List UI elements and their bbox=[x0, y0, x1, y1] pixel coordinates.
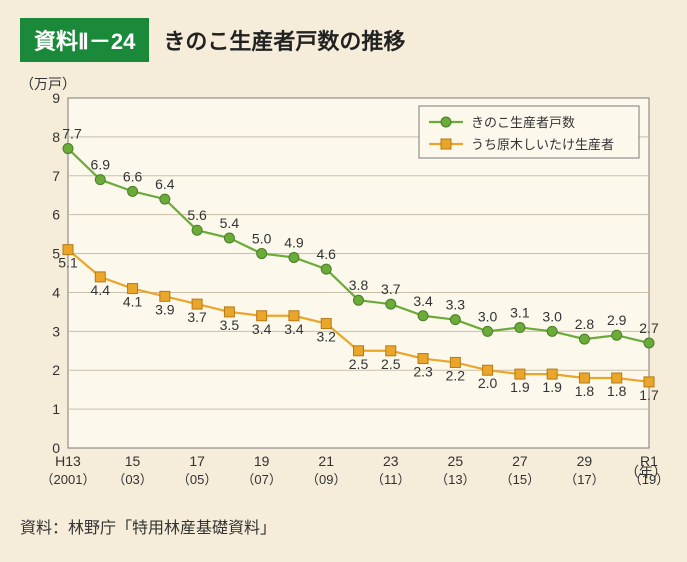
svg-text:3.2: 3.2 bbox=[316, 329, 336, 345]
svg-text:2.5: 2.5 bbox=[381, 356, 401, 372]
svg-text:3.0: 3.0 bbox=[478, 308, 498, 324]
svg-text:3.1: 3.1 bbox=[510, 304, 530, 320]
svg-text:（11）: （11） bbox=[371, 472, 411, 487]
svg-text:6.9: 6.9 bbox=[91, 157, 111, 173]
x-axis-unit: （年） bbox=[625, 462, 667, 482]
svg-text:6.4: 6.4 bbox=[155, 176, 175, 192]
svg-text:23: 23 bbox=[383, 453, 399, 469]
svg-text:1.8: 1.8 bbox=[575, 383, 595, 399]
line-chart: 0123456789H13（2001）15（03）17（05）19（07）21（… bbox=[20, 74, 667, 504]
svg-text:3.7: 3.7 bbox=[187, 309, 207, 325]
svg-text:4.1: 4.1 bbox=[123, 294, 143, 310]
svg-text:（03）: （03） bbox=[112, 472, 152, 487]
svg-text:（15）: （15） bbox=[500, 472, 540, 487]
svg-text:2.8: 2.8 bbox=[575, 316, 595, 332]
svg-text:2: 2 bbox=[52, 362, 60, 378]
svg-text:1.7: 1.7 bbox=[639, 387, 659, 403]
svg-text:25: 25 bbox=[448, 453, 464, 469]
svg-text:6.6: 6.6 bbox=[123, 168, 143, 184]
svg-text:4.4: 4.4 bbox=[91, 282, 111, 298]
svg-text:5.4: 5.4 bbox=[220, 215, 240, 231]
svg-text:2.2: 2.2 bbox=[446, 367, 466, 383]
svg-text:（09）: （09） bbox=[306, 472, 346, 487]
svg-text:4.6: 4.6 bbox=[316, 246, 336, 262]
svg-text:29: 29 bbox=[577, 453, 593, 469]
svg-text:（17）: （17） bbox=[564, 472, 604, 487]
svg-text:5.0: 5.0 bbox=[252, 231, 272, 247]
svg-text:3.4: 3.4 bbox=[252, 321, 272, 337]
svg-text:（2001）: （2001） bbox=[41, 472, 96, 487]
svg-text:21: 21 bbox=[318, 453, 334, 469]
svg-text:2.9: 2.9 bbox=[607, 312, 627, 328]
svg-text:3.9: 3.9 bbox=[155, 301, 175, 317]
svg-text:17: 17 bbox=[189, 453, 205, 469]
svg-text:8: 8 bbox=[52, 129, 60, 145]
svg-text:15: 15 bbox=[125, 453, 141, 469]
svg-text:5.6: 5.6 bbox=[187, 207, 207, 223]
svg-text:きのこ生産者戸数: きのこ生産者戸数 bbox=[471, 115, 575, 130]
svg-text:5.1: 5.1 bbox=[58, 255, 78, 271]
svg-text:うち原木しいたけ生産者: うち原木しいたけ生産者 bbox=[471, 137, 614, 152]
svg-text:3.5: 3.5 bbox=[220, 317, 240, 333]
y-axis-unit: （万戸） bbox=[20, 74, 76, 94]
svg-text:7: 7 bbox=[52, 168, 60, 184]
svg-text:2.3: 2.3 bbox=[413, 364, 433, 380]
svg-text:3.0: 3.0 bbox=[542, 308, 562, 324]
svg-text:3.8: 3.8 bbox=[349, 277, 369, 293]
svg-text:3.4: 3.4 bbox=[284, 321, 304, 337]
svg-text:1: 1 bbox=[52, 401, 60, 417]
figure-badge: 資料Ⅱ－24 bbox=[20, 18, 149, 62]
svg-text:27: 27 bbox=[512, 453, 528, 469]
svg-text:3: 3 bbox=[52, 323, 60, 339]
svg-text:19: 19 bbox=[254, 453, 270, 469]
chart-area: （万戸） （年） 0123456789H13（2001）15（03）17（05）… bbox=[20, 74, 667, 504]
source-note: 資料：林野庁「特用林産基礎資料」 bbox=[20, 514, 667, 538]
svg-text:4.9: 4.9 bbox=[284, 234, 304, 250]
svg-text:3.3: 3.3 bbox=[446, 297, 466, 313]
svg-text:2.0: 2.0 bbox=[478, 375, 498, 391]
svg-text:（13）: （13） bbox=[435, 472, 475, 487]
svg-text:2.5: 2.5 bbox=[349, 356, 369, 372]
svg-text:1.9: 1.9 bbox=[542, 379, 562, 395]
svg-text:3.7: 3.7 bbox=[381, 281, 401, 297]
svg-text:3.4: 3.4 bbox=[413, 293, 433, 309]
figure-title: きのこ生産者戸数の推移 bbox=[163, 24, 405, 56]
svg-text:1.8: 1.8 bbox=[607, 383, 627, 399]
svg-text:2.7: 2.7 bbox=[639, 320, 659, 336]
svg-text:（05）: （05） bbox=[177, 472, 217, 487]
svg-text:4: 4 bbox=[52, 284, 60, 300]
svg-text:H13: H13 bbox=[55, 453, 81, 469]
svg-text:1.9: 1.9 bbox=[510, 379, 530, 395]
svg-text:6: 6 bbox=[52, 207, 60, 223]
svg-text:（07）: （07） bbox=[241, 472, 281, 487]
svg-text:7.7: 7.7 bbox=[62, 126, 82, 142]
